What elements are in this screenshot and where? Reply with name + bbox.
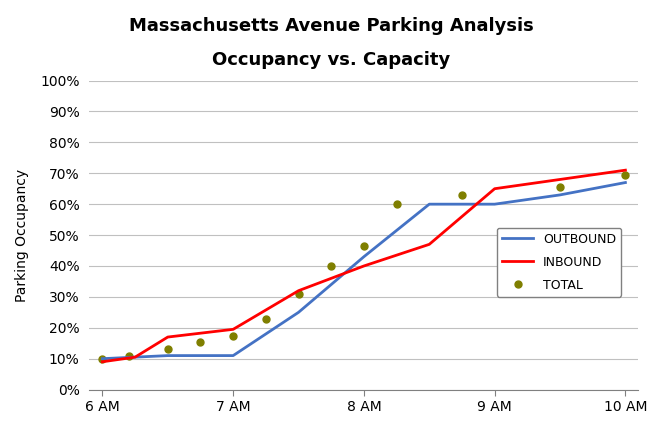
OUTBOUND <box>164 353 172 358</box>
INBOUND <box>425 242 433 247</box>
INBOUND <box>360 263 368 269</box>
TOTAL <box>164 347 172 352</box>
INBOUND <box>131 354 139 360</box>
TOTAL <box>262 316 270 321</box>
TOTAL <box>196 339 204 344</box>
INBOUND <box>294 288 302 293</box>
TOTAL <box>125 353 133 358</box>
TOTAL <box>556 184 564 190</box>
INBOUND <box>621 168 629 173</box>
TOTAL <box>621 172 629 177</box>
Text: Massachusetts Avenue Parking Analysis: Massachusetts Avenue Parking Analysis <box>129 17 534 35</box>
TOTAL <box>392 202 400 207</box>
OUTBOUND <box>425 202 433 207</box>
Legend: OUTBOUND, INBOUND, TOTAL: OUTBOUND, INBOUND, TOTAL <box>497 228 621 297</box>
OUTBOUND <box>491 202 499 207</box>
TOTAL <box>229 333 237 338</box>
TOTAL <box>328 263 335 269</box>
Line: INBOUND: INBOUND <box>102 170 625 362</box>
TOTAL <box>360 243 368 248</box>
Line: OUTBOUND: OUTBOUND <box>102 182 625 359</box>
INBOUND <box>98 359 106 364</box>
OUTBOUND <box>556 192 564 197</box>
Y-axis label: Parking Occupancy: Parking Occupancy <box>15 169 29 302</box>
INBOUND <box>491 186 499 191</box>
INBOUND <box>164 335 172 340</box>
Line: TOTAL: TOTAL <box>99 171 629 362</box>
TOTAL <box>294 291 302 296</box>
TOTAL <box>458 192 466 197</box>
OUTBOUND <box>360 254 368 259</box>
INBOUND <box>556 177 564 182</box>
OUTBOUND <box>98 356 106 361</box>
OUTBOUND <box>229 353 237 358</box>
INBOUND <box>229 327 237 332</box>
TOTAL <box>98 356 106 361</box>
OUTBOUND <box>621 180 629 185</box>
OUTBOUND <box>294 310 302 315</box>
Text: Occupancy vs. Capacity: Occupancy vs. Capacity <box>212 51 451 69</box>
